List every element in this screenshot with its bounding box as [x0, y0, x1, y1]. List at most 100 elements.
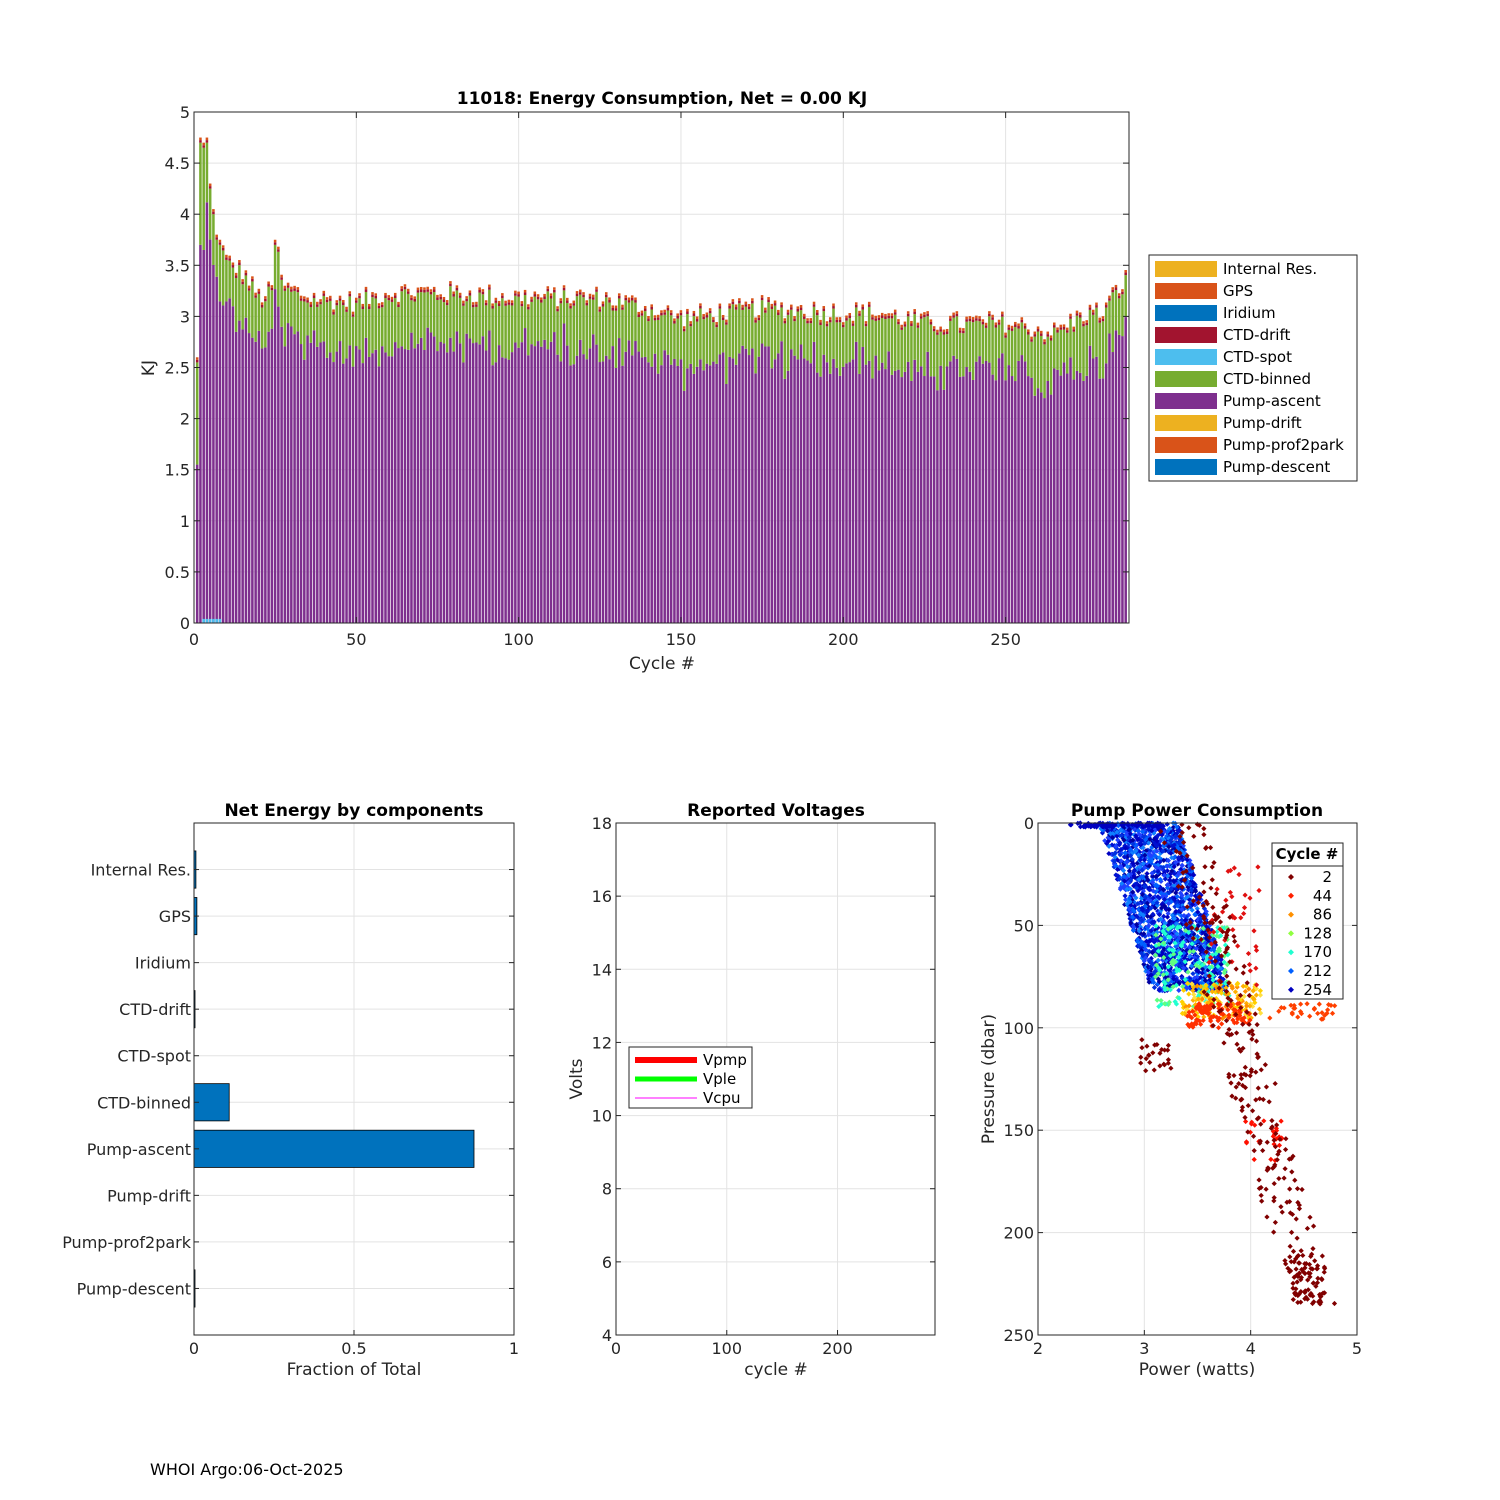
top-y-tick-label: 2.5	[165, 359, 190, 378]
br-point	[1308, 1290, 1314, 1297]
bar-pump-ascent	[267, 331, 270, 623]
br-point	[1195, 909, 1201, 915]
bar-ctd-drift	[812, 304, 816, 307]
br-point	[1143, 1068, 1149, 1074]
br-point	[1134, 936, 1141, 942]
br-point	[1185, 887, 1192, 893]
bar-ctd-binned	[1091, 314, 1095, 359]
bar-gps	[218, 239, 222, 243]
bar-gps	[861, 304, 864, 307]
bar-gps	[988, 311, 991, 314]
bar-gps	[510, 300, 514, 303]
br-point	[1221, 959, 1227, 965]
top-legend-label: Iridium	[1223, 304, 1276, 322]
bar-pump-ascent	[218, 301, 222, 623]
br-point	[1223, 1018, 1230, 1024]
bar-gps	[851, 320, 855, 324]
bar-ctd-drift	[608, 299, 611, 303]
bar-gps	[965, 316, 968, 320]
bar-pump-ascent	[867, 360, 871, 623]
bar-pump-ascent	[1043, 398, 1046, 623]
br-point	[1287, 1186, 1293, 1192]
bar-gps	[673, 318, 676, 321]
bar-gps	[497, 300, 501, 304]
br-point	[1155, 971, 1161, 977]
bar-pump-ascent	[286, 323, 290, 623]
br-point	[1192, 934, 1199, 940]
br-point	[1238, 915, 1244, 921]
br-point	[1131, 873, 1137, 879]
br-point	[1245, 950, 1252, 957]
br-point	[1129, 875, 1135, 881]
top-chart-title: 11018: Energy Consumption, Net = 0.00 KJ	[457, 89, 867, 109]
bar-pump-ascent	[309, 342, 313, 623]
br-point	[1188, 904, 1194, 910]
br-point	[1164, 829, 1171, 835]
br-point	[1227, 914, 1233, 920]
br-point	[1142, 840, 1148, 847]
br-point	[1154, 872, 1161, 878]
br-point	[1187, 919, 1193, 925]
bar-pump-ascent	[429, 332, 433, 623]
bar-ctd-drift	[887, 315, 890, 319]
br-point	[1112, 850, 1118, 856]
top-y-tick-label: 0	[180, 614, 190, 633]
bar-ctd-binned	[877, 320, 881, 371]
br-point	[1227, 867, 1234, 874]
bar-gps	[591, 294, 595, 298]
bar-pump-ascent	[247, 333, 251, 623]
br-point	[1167, 918, 1173, 925]
bar-gps	[900, 324, 903, 328]
bar-pump-descent	[215, 618, 218, 623]
bm-y-tick-label: 18	[592, 814, 612, 833]
br-point	[1170, 923, 1176, 930]
bar-ctd-drift	[299, 298, 303, 301]
br-point	[1295, 1199, 1301, 1206]
br-point	[1247, 968, 1253, 974]
br-point	[1184, 853, 1190, 859]
br-point	[1161, 837, 1167, 843]
br-point	[1250, 995, 1257, 1001]
bar-ctd-drift	[627, 300, 631, 303]
br-point	[1294, 1279, 1300, 1285]
bar-pump-ascent	[273, 289, 277, 623]
bar-ctd-drift	[475, 304, 478, 307]
bar-gps	[234, 272, 238, 276]
br-point	[1288, 1268, 1294, 1274]
bar-gps	[822, 306, 826, 309]
bar-pump-ascent	[617, 338, 621, 623]
bar-gps	[215, 234, 218, 238]
bar-ctd-drift	[403, 286, 407, 290]
br-point	[1186, 991, 1192, 997]
bar-ctd-binned	[699, 308, 702, 360]
bar-gps	[913, 309, 916, 312]
br-point	[1218, 953, 1225, 959]
bar-gps	[335, 300, 339, 303]
bar-gps	[650, 304, 653, 307]
br-point	[1278, 1204, 1284, 1210]
bar-ctd-drift	[871, 317, 874, 320]
bar-ctd-drift	[406, 291, 410, 294]
bar-gps	[1030, 336, 1033, 340]
bar-ctd-binned	[1004, 337, 1007, 381]
bar-gps	[595, 286, 598, 290]
bar-ctd-binned	[663, 314, 666, 351]
br-point	[1139, 1045, 1145, 1051]
bar-ctd-drift	[650, 306, 653, 310]
bar-ctd-binned	[520, 306, 524, 343]
br-point	[1195, 971, 1201, 977]
bar-pump-ascent	[910, 380, 913, 623]
bar-ctd-drift	[416, 290, 420, 293]
br-y-tick-label: 250	[1003, 1326, 1034, 1345]
br-point	[1190, 987, 1196, 994]
bar-ctd-binned	[533, 296, 537, 347]
br-point	[1131, 832, 1137, 838]
bar-pump-ascent	[465, 333, 468, 623]
bar-pump-ascent	[790, 349, 793, 623]
bar-ctd-binned	[614, 310, 618, 368]
br-point	[1165, 1042, 1172, 1049]
bar-ctd-binned	[754, 322, 757, 374]
bar-pump-ascent	[744, 348, 748, 623]
bar-gps	[225, 254, 228, 258]
br-point	[1270, 1133, 1276, 1140]
